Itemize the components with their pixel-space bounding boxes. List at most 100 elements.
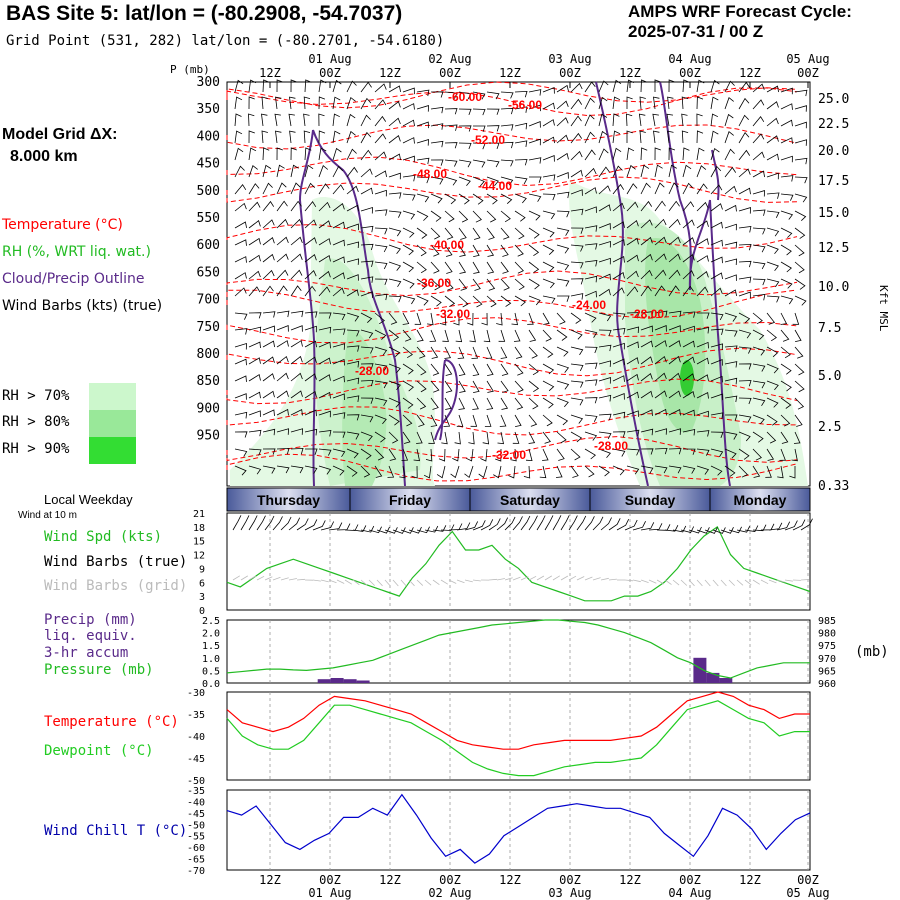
axis-labels: 300 350 400 450 500 550 600 650 700 750 800 850 900 9… — [170, 52, 890, 900]
wind-barb — [360, 243, 374, 251]
wind-barb — [332, 465, 345, 476]
wind-barb — [710, 96, 719, 110]
pressure-tick: 400 — [197, 129, 220, 144]
wind-barb — [429, 329, 437, 342]
wind-barb — [724, 465, 736, 477]
wind-barb — [640, 285, 652, 297]
rh70-swatch — [89, 383, 136, 410]
grid-wind-barb — [720, 579, 727, 587]
wind-barb — [332, 130, 341, 144]
wind-barb — [304, 182, 315, 195]
wind-barb — [780, 380, 792, 392]
wind-ytick: 3 — [199, 592, 205, 603]
wind-barb — [234, 130, 243, 144]
wind-barb — [402, 137, 415, 144]
wind-barb — [248, 286, 261, 297]
wind-barb — [500, 141, 514, 149]
wind-barb — [668, 310, 682, 318]
wind-barb — [290, 372, 303, 382]
wind-barb — [681, 130, 689, 144]
wind-barb — [542, 397, 554, 409]
wind-barb — [485, 346, 493, 359]
wind-barb — [584, 97, 595, 110]
surface-wind-barb — [608, 518, 621, 531]
wind-barb — [360, 414, 374, 423]
wind-barb — [738, 226, 752, 233]
wind-barb — [430, 123, 444, 130]
wind-barb — [318, 79, 327, 93]
wind-barb — [290, 253, 303, 263]
wind-ytick: 21 — [193, 509, 205, 520]
wind-barb — [681, 96, 689, 110]
wind-barb — [416, 105, 429, 112]
wind-barb — [640, 200, 653, 212]
wind-barb — [304, 409, 317, 417]
grid-wind-barb — [752, 579, 760, 585]
wind-barb — [360, 187, 373, 195]
wind-barb — [289, 96, 296, 110]
grid-wind-barb — [728, 579, 735, 586]
wind-barb — [374, 189, 387, 197]
wind-barb — [626, 183, 638, 195]
wind-barb — [626, 373, 639, 382]
temperature-label: -60.00 — [448, 90, 482, 104]
wind-barb — [780, 87, 793, 95]
wind-barb — [654, 218, 667, 229]
surface-wind-barb — [640, 522, 655, 531]
wind-barb — [332, 343, 346, 350]
wind-barb — [430, 414, 438, 427]
pressure-tick: 350 — [197, 102, 220, 117]
pressure-tick: 700 — [197, 293, 220, 308]
pressure-tick: 950 — [197, 429, 220, 444]
wind-barb — [360, 131, 372, 144]
wind-barb — [360, 225, 374, 233]
wind-barb — [360, 149, 372, 161]
wind-barb — [486, 108, 500, 115]
pressure-axis-label: P (mb) — [170, 63, 210, 76]
wind-barb — [766, 172, 779, 180]
wind-barb — [469, 329, 476, 343]
wind-barb — [304, 325, 317, 333]
wind-barb — [399, 465, 406, 479]
wind-barb — [346, 360, 360, 368]
wind-barb — [388, 278, 402, 288]
wind-barb — [332, 412, 346, 419]
wind-barb — [468, 431, 475, 445]
wind-barb — [682, 448, 696, 455]
wind-barb — [780, 329, 790, 342]
wind-barb — [332, 375, 345, 383]
wind-barb — [570, 98, 583, 110]
surface-wind-barb — [328, 522, 343, 531]
wind-barb — [612, 312, 626, 320]
wind-barb — [374, 83, 387, 93]
wind-barb — [626, 286, 639, 297]
wind-barb — [556, 134, 569, 144]
wind-barb — [458, 210, 469, 223]
wind-barb — [752, 151, 765, 161]
wind-barb — [360, 448, 372, 460]
wind-barb — [584, 131, 595, 144]
wind-barb — [276, 355, 289, 365]
wind-barb — [290, 147, 297, 161]
wind-barb — [612, 271, 625, 280]
wind-barb — [626, 326, 640, 334]
wind-barb — [514, 90, 528, 98]
height-tick: 12.5 — [818, 241, 849, 256]
wind-barb — [374, 448, 385, 461]
bottom-date-label: 05 Aug — [786, 886, 829, 900]
wind-barb — [514, 278, 525, 291]
wind-barb — [444, 227, 454, 240]
wind-barb — [486, 380, 494, 393]
wind-barb — [667, 96, 674, 110]
wind-barb — [508, 465, 516, 479]
wind-barb — [248, 326, 262, 334]
wind-barb — [402, 363, 414, 375]
wind-barb — [486, 193, 498, 205]
grid-wind-barb — [240, 575, 249, 581]
surface-wind-barb — [600, 517, 612, 531]
wind-barb — [752, 99, 765, 110]
wind-barb — [374, 99, 387, 110]
grid-wind-barb — [296, 578, 306, 581]
legend-temperature-2m: Temperature (°C) — [44, 714, 179, 730]
wind-barb — [290, 236, 303, 246]
